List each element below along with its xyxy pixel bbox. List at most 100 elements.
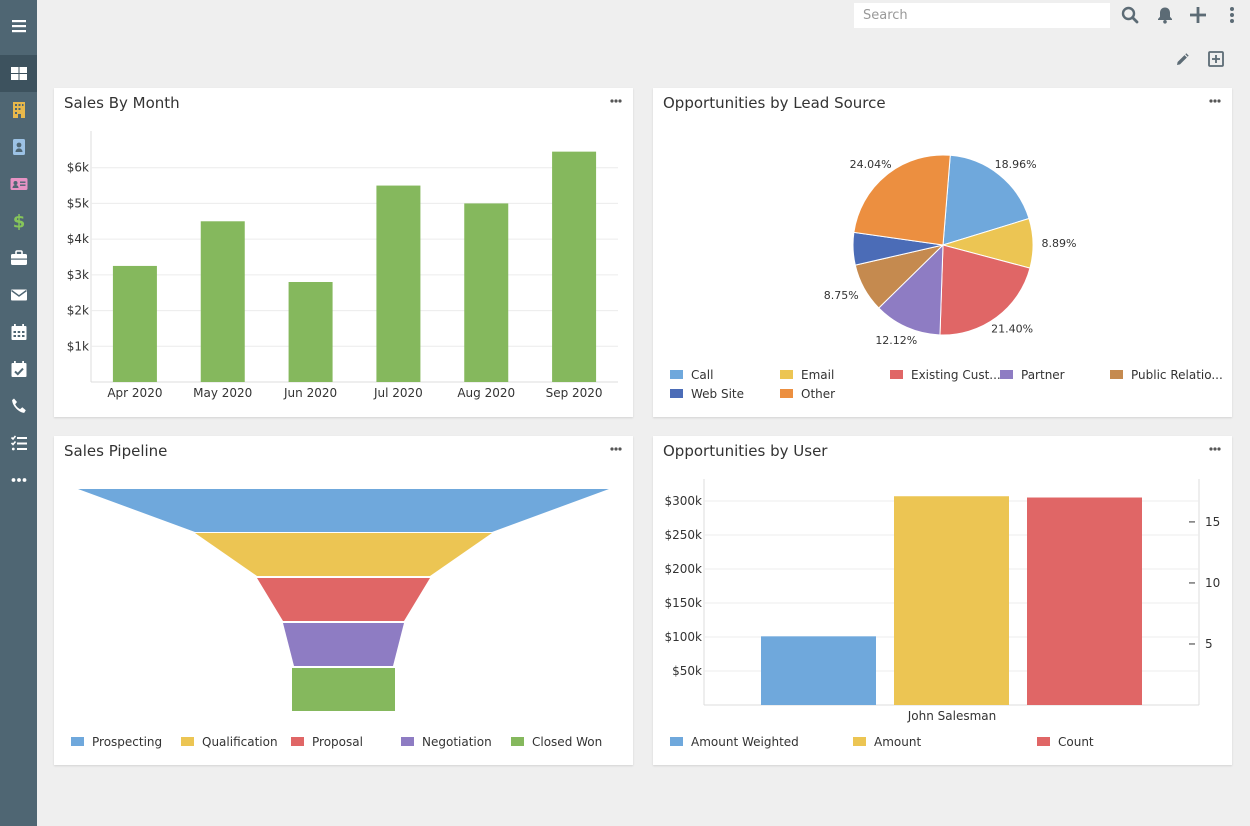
legend-label: Email: [801, 368, 835, 382]
panel-menu-icon[interactable]: [609, 96, 623, 106]
pie-slice[interactable]: [942, 154, 1030, 246]
y-tick-label: $100k: [665, 630, 703, 644]
legend-item[interactable]: Other: [780, 387, 835, 401]
legend-item[interactable]: Prospecting: [71, 735, 162, 749]
sidebar: $: [0, 0, 37, 826]
legend-swatch: [1000, 370, 1013, 379]
legend-item[interactable]: Partner: [1000, 368, 1065, 382]
building-icon: [12, 101, 25, 118]
sidebar-envelope-button[interactable]: [0, 276, 37, 313]
legend-item[interactable]: Closed Won: [511, 735, 602, 749]
legend-swatch: [401, 737, 414, 746]
phone-icon: [11, 398, 26, 413]
pie-slice[interactable]: [853, 154, 951, 246]
pie-slice[interactable]: [878, 243, 944, 336]
bar[interactable]: [894, 496, 1009, 705]
panel-menu-icon[interactable]: [609, 444, 623, 454]
funnel-stage[interactable]: [292, 668, 395, 711]
y-tick-label: $6k: [67, 161, 89, 175]
dashboard-icon: [10, 66, 27, 80]
funnel-stage[interactable]: [78, 489, 609, 532]
bar[interactable]: [376, 185, 421, 382]
sidebar-id-card-button[interactable]: [0, 165, 37, 202]
sidebar-dashboard-button[interactable]: [0, 55, 37, 92]
slice-label: 21.40%: [991, 323, 1033, 336]
x-tick-label: May 2020: [193, 386, 252, 400]
legend-label: Amount Weighted: [691, 735, 799, 749]
menu-icon: [11, 19, 26, 32]
legend-item[interactable]: Amount Weighted: [670, 735, 799, 749]
sidebar-contact-button[interactable]: [0, 128, 37, 165]
funnel-stage[interactable]: [257, 578, 430, 621]
bar[interactable]: [200, 221, 245, 382]
legend-label: Partner: [1021, 368, 1065, 382]
y-tick-label: $4k: [67, 232, 89, 246]
edit-dashboard-icon[interactable]: [1172, 50, 1192, 70]
opportunities-by-user-chart: $50k $100k $150k $200k $250k $300k 5 10 15 John S…: [665, 479, 1220, 723]
y-tick-label: $2k: [67, 304, 89, 318]
legend-item[interactable]: Public Relatio...: [1110, 368, 1223, 382]
plus-icon[interactable]: [1188, 5, 1208, 25]
legend-label: Web Site: [691, 387, 745, 401]
x-tick-label: Sep 2020: [546, 386, 603, 400]
y-tick-label: $300k: [665, 494, 703, 508]
legend-label: Prospecting: [92, 735, 163, 749]
legend-item[interactable]: Amount: [853, 735, 921, 749]
sales-by-month-chart: $1k $2k $3k $4k $5k $6k Apr 2020 May 2020 Jun 20…: [67, 131, 618, 400]
bar[interactable]: [761, 636, 876, 705]
legend-swatch: [670, 737, 683, 746]
bell-icon[interactable]: [1155, 5, 1175, 25]
legend-swatch: [890, 370, 903, 379]
x-tick-label: Jul 2020: [373, 386, 423, 400]
bar[interactable]: [464, 203, 509, 382]
sidebar-more-button[interactable]: [0, 461, 37, 498]
legend-item[interactable]: Call: [670, 368, 713, 382]
legend-item[interactable]: Web Site: [670, 387, 744, 401]
opportunities-by-user-panel: Opportunities by User $50k $100k $150k $200…: [653, 436, 1232, 765]
sidebar-briefcase-button[interactable]: [0, 239, 37, 276]
panel-title: Sales By Month: [64, 94, 180, 112]
search-icon[interactable]: [1120, 5, 1140, 25]
x-tick-label: Jun 2020: [283, 386, 337, 400]
y-tick-label: $5k: [67, 196, 89, 210]
x-tick-label: John Salesman: [907, 709, 997, 723]
y-tick-label: $150k: [665, 596, 703, 610]
legend-item[interactable]: Existing Cust...: [890, 368, 1001, 382]
sidebar-building-button[interactable]: [0, 91, 37, 128]
bar[interactable]: [288, 282, 333, 382]
slice-label: 8.75%: [824, 289, 859, 302]
kebab-menu-icon[interactable]: [1222, 5, 1242, 25]
calendar-check-icon: [11, 360, 26, 377]
funnel-stage[interactable]: [283, 623, 404, 666]
legend-item[interactable]: Proposal: [291, 735, 363, 749]
legend-label: Qualification: [202, 735, 278, 749]
sidebar-phone-button[interactable]: [0, 387, 37, 424]
pie-slice[interactable]: [939, 244, 1031, 336]
x-tick-label: Aug 2020: [457, 386, 515, 400]
panel-menu-icon[interactable]: [1208, 444, 1222, 454]
legend-label: Closed Won: [532, 735, 603, 749]
funnel-stage[interactable]: [195, 533, 492, 576]
sidebar-tasks-button[interactable]: [0, 424, 37, 461]
y-tick-label: $200k: [665, 562, 703, 576]
sidebar-menu-button[interactable]: [0, 7, 37, 44]
search-input[interactable]: [854, 3, 1110, 28]
legend-item[interactable]: Qualification: [181, 735, 278, 749]
add-dashlet-icon[interactable]: [1206, 49, 1226, 69]
legend-swatch: [291, 737, 304, 746]
sidebar-dollar-button[interactable]: $: [0, 202, 37, 239]
more-icon: [11, 477, 26, 482]
legend-label: Public Relatio...: [1131, 368, 1223, 382]
sidebar-calendar-check-button[interactable]: [0, 350, 37, 387]
panel-menu-icon[interactable]: [1208, 96, 1222, 106]
legend-label: Count: [1058, 735, 1094, 749]
id-card-icon: [10, 177, 27, 190]
legend-item[interactable]: Negotiation: [401, 735, 492, 749]
sidebar-calendar-button[interactable]: [0, 313, 37, 350]
bar[interactable]: [552, 151, 597, 382]
legend-swatch: [853, 737, 866, 746]
legend-item[interactable]: Email: [780, 368, 834, 382]
legend-item[interactable]: Count: [1037, 735, 1094, 749]
bar[interactable]: [112, 265, 157, 382]
bar[interactable]: [1027, 497, 1142, 705]
